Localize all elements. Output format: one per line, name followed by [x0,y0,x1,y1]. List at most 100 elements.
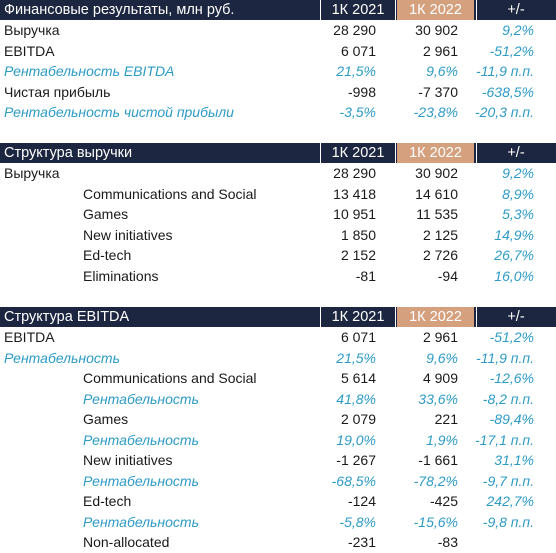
row-label: Games [83,411,129,427]
value-change: 26,7% [494,247,534,263]
ebitda-structure-table: Структура EBITDA 1К 2021 1К 2022 +/- EBITDA 6… [0,307,556,553]
value-change: -9,8 п.п. [482,513,534,530]
row-label: Рентабельность [83,513,199,530]
value-1q2021: -81 [355,267,376,284]
table-title: Финансовые результаты, млн руб. [4,2,235,18]
value-1q2021: 19,0% [336,431,376,448]
value-1q2022: -425 [429,493,458,509]
table-title: Структура EBITDA [4,309,130,325]
table-row: Рентабельность 19,0% 1,9% -17,1 п.п. [0,430,556,451]
value-1q2022: -15,6% [413,513,458,530]
column-header-1q2021: 1К 2021 [331,145,385,161]
value-1q2022: 33,6% [418,390,458,407]
value-1q2021: 28 290 [333,165,376,181]
value-1q2021: -1 267 [336,452,376,468]
table-row: EBITDA 6 071 2 961 -51,2% [0,41,556,62]
value-1q2021: 28 290 [333,22,376,38]
row-label: Рентабельность [83,390,199,407]
value-1q2022: 2 961 [422,42,458,59]
column-divider [320,0,321,20]
value-change: 5,3% [502,206,534,222]
table-header: Финансовые результаты, млн руб. 1К 2021 1К… [0,0,556,20]
table-row: Games 2 079 221 -89,4% [0,409,556,430]
table-row: Communications and Social 13 418 14 610 8,9… [0,184,556,205]
column-header-1q2021: 1К 2021 [331,2,385,18]
value-1q2021: 2 079 [340,411,376,427]
value-1q2022: -23,8% [413,104,458,120]
column-divider [395,0,396,20]
value-1q2022: -83 [437,534,458,550]
value-1q2021: -231 [347,534,376,550]
revenue-structure-table: Структура выручки 1К 2021 1К 2022 +/- Выручк… [0,143,556,286]
row-label: Communications and Social [83,370,257,386]
row-label: Рентабельность [4,349,120,366]
value-1q2021: -5,8% [339,513,376,530]
table-row: Communications and Social 5 614 4 909 -12,6… [0,368,556,389]
table-row: Рентабельность 21,5% 9,6% -11,9 п.п. [0,348,556,369]
column-header-1q2022: 1К 2022 [397,143,474,163]
value-change: -20,3 п.п. [475,104,534,120]
value-change: -51,2% [489,329,534,345]
value-change: 242,7% [486,493,534,509]
column-header-1q2021: 1К 2021 [331,309,385,325]
column-divider [395,307,396,327]
value-1q2021: 6 071 [340,329,376,345]
column-divider [476,307,477,327]
table-row: New initiatives -1 267 -1 661 31,1% [0,450,556,471]
row-label: Eliminations [83,267,159,284]
value-change: 9,2% [502,22,534,38]
row-label: Рентабельность [83,472,199,489]
table-header: Структура EBITDA 1К 2021 1К 2022 +/- [0,307,556,327]
row-label: New initiatives [83,226,173,243]
value-1q2022: 4 909 [422,370,458,386]
table-row: EBITDA 6 071 2 961 -51,2% [0,327,556,348]
column-divider [320,307,321,327]
value-1q2022: 2 125 [422,226,458,243]
row-label: EBITDA [4,329,55,345]
row-label: Рентабельность EBITDA [4,63,175,79]
table-header: Структура выручки 1К 2021 1К 2022 +/- [0,143,556,163]
table-row: Рентабельность EBITDA 21,5% 9,6% -11,9 п.п. [0,61,556,82]
value-1q2021: -998 [347,83,376,100]
value-change: -51,2% [489,42,534,59]
table-row: Выручка 28 290 30 902 9,2% [0,20,556,41]
value-1q2022: 221 [434,411,458,427]
row-label: Рентабельность чистой прибыли [4,104,234,120]
value-1q2021: -124 [347,493,376,509]
value-change: 9,2% [502,165,534,181]
row-label: Ed-tech [83,493,132,509]
value-change: -12,6% [489,370,534,386]
table-row: Чистая прибыль -998 -7 370 -638,5% [0,82,556,103]
value-1q2021: 10 951 [333,206,376,222]
value-1q2022: 2 726 [422,247,458,263]
value-1q2022: -7 370 [418,83,458,100]
table-row: Ed-tech -124 -425 242,7% [0,491,556,512]
row-label: Communications and Social [83,185,257,202]
value-change: -17,1 п.п. [475,431,534,448]
column-header-change: +/- [507,309,525,325]
value-1q2022: 14 610 [415,185,458,202]
row-label: Выручка [4,22,60,38]
value-1q2021: 6 071 [340,42,376,59]
column-header-change: +/- [507,145,525,161]
table-row: Рентабельность -5,8% -15,6% -9,8 п.п. [0,512,556,533]
row-label: Выручка [4,165,60,181]
value-1q2022: 30 902 [415,22,458,38]
table-row: Eliminations -81 -94 16,0% [0,266,556,287]
value-1q2021: 2 152 [340,247,376,263]
value-1q2021: 41,8% [336,390,376,407]
column-divider [476,143,477,163]
value-change: -8,2 п.п. [482,390,534,407]
financial-results-table: Финансовые результаты, млн руб. 1К 2021 1К… [0,0,556,123]
table-row: Рентабельность чистой прибыли -3,5% -23,8%… [0,102,556,123]
row-label: Чистая прибыль [4,83,111,100]
value-1q2022: -78,2% [413,472,458,489]
row-label: Ed-tech [83,247,132,263]
value-1q2021: 1 850 [340,226,376,243]
table-row: Рентабельность -68,5% -78,2% -9,7 п.п. [0,471,556,492]
value-change: 16,0% [494,267,534,284]
value-1q2021: 5 614 [340,370,376,386]
value-1q2022: 30 902 [415,165,458,181]
row-label: Games [83,206,129,222]
value-change: 31,1% [494,452,534,468]
